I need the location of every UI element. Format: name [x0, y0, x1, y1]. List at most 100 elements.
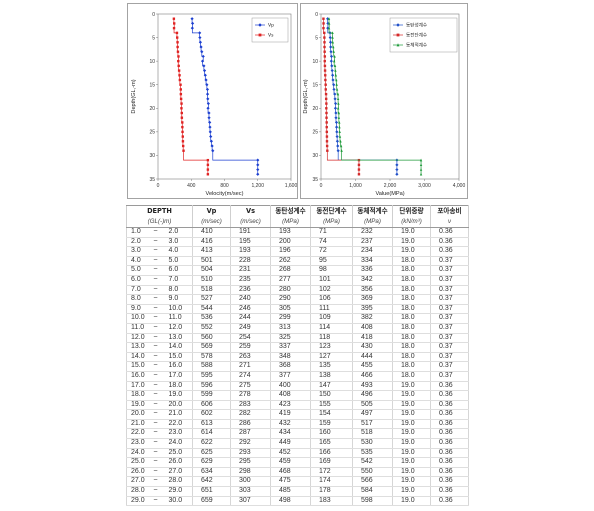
cell-depth-to: 22.0 — [162, 419, 193, 430]
cell-depth-to: 25.0 — [162, 448, 193, 459]
series-1-data-point — [357, 173, 361, 176]
x-tick-label: 1,200 — [251, 183, 264, 189]
cell-depth-to: 8.0 — [162, 285, 193, 296]
cell-depth-from: 20.0 — [126, 409, 149, 420]
cell-vs: 240 — [230, 294, 271, 305]
x-tick-label: 400 — [187, 183, 196, 189]
cell-depth-to: 6.0 — [162, 265, 193, 276]
series-2-data-point — [336, 97, 340, 101]
series-1-data-point — [324, 88, 327, 91]
series-0-data-point — [256, 163, 260, 167]
series-2-data-point — [335, 78, 338, 82]
cell-unit-weight: 19.0 — [392, 428, 431, 440]
cell-vp: 569 — [192, 342, 231, 353]
cell-depth-tilde: ~ — [148, 390, 163, 401]
cell-depth-tilde: ~ — [148, 275, 163, 286]
legend-label: 동전단계수 — [406, 32, 427, 39]
cell-vp: 536 — [192, 313, 231, 324]
cell-dynamic-bulk-modulus: 496 — [352, 390, 393, 401]
series-2-data-point — [419, 168, 423, 171]
y-tick-label: 15 — [149, 83, 155, 89]
cell-vs: 236 — [230, 285, 271, 296]
series-2-data-point — [337, 116, 341, 119]
cell-poisson-ratio: 0.36 — [430, 246, 469, 257]
series-2-data-point — [333, 54, 336, 58]
series-2-data-point — [339, 144, 343, 148]
y-tick-label: 0 — [152, 12, 155, 18]
series-1-data-point — [324, 83, 327, 86]
table-row: 10.0 ~11.0 536 244 299 109 382 18.0 0.37 — [126, 313, 469, 324]
series-0-data-point — [207, 116, 211, 120]
series-1-data-point — [176, 41, 179, 44]
cell-vp: 595 — [192, 371, 231, 382]
x-axis-label: Velocity(m/sec) — [206, 191, 244, 197]
cell-poisson-ratio: 0.37 — [430, 304, 469, 315]
cell-dynamic-shear-modulus: 101 — [310, 275, 353, 286]
series-1-data-point — [322, 22, 325, 25]
cell-depth-tilde: ~ — [148, 467, 163, 478]
series-1-data-point — [325, 125, 328, 129]
series-1-data-point — [172, 17, 176, 20]
y-tick-label: 30 — [312, 153, 318, 159]
table-row: 28.0 ~29.0 651 303 485 178 584 19.0 0.36 — [126, 486, 469, 497]
cell-depth-from: 9.0 — [126, 304, 149, 315]
cell-vs: 271 — [230, 361, 271, 372]
y-tick-label: 25 — [312, 130, 318, 136]
cell-vs: 195 — [230, 237, 271, 248]
series-1-data-point — [206, 158, 210, 162]
cell-depth-from: 19.0 — [126, 400, 149, 411]
cell-depth-from: 5.0 — [126, 265, 149, 276]
cell-depth-from: 4.0 — [126, 256, 149, 267]
cell-vs: 307 — [230, 496, 271, 507]
y-tick-label: 15 — [312, 83, 318, 89]
table-row: 5.0 ~6.0 504 231 268 98 336 18.0 0.37 — [126, 265, 469, 276]
series-0-data-point — [209, 134, 213, 139]
table-row: 8.0 ~9.0 527 240 290 106 369 18.0 0.37 — [126, 294, 469, 305]
series-1-data-point — [181, 121, 184, 124]
cell-vp: 527 — [192, 294, 231, 305]
cell-vs: 292 — [230, 438, 271, 449]
cell-poisson-ratio: 0.36 — [430, 486, 469, 497]
y-tick-label: 25 — [149, 130, 155, 136]
series-1-data-point — [324, 78, 327, 82]
cell-depth-to: 15.0 — [162, 352, 193, 363]
unit-vs: (m/sec) — [230, 217, 271, 228]
velocity-chart-svg: 0 400 800 1,200 1,600 0 5 10 15 20 25 30 35 Velocity(… — [131, 12, 297, 197]
series-2-data-point — [334, 73, 338, 77]
table-row: 21.0 ~22.0 613 286 432 159 517 19.0 0.36 — [126, 419, 469, 430]
cell-depth-to: 7.0 — [162, 275, 193, 286]
cell-depth-from: 16.0 — [126, 371, 149, 382]
series-2-data-point — [336, 92, 340, 96]
series-0-data-point — [336, 144, 340, 148]
series-2-data-point — [338, 125, 341, 129]
cell-depth-from: 3.0 — [126, 246, 149, 257]
cell-depth-tilde: ~ — [148, 457, 163, 468]
cell-vs: 286 — [230, 419, 271, 430]
table-row: 1.0 ~2.0 410 191 193 71 232 19.0 0.36 — [126, 227, 469, 238]
series-0-data-point — [334, 116, 338, 120]
cell-vs: 231 — [230, 265, 271, 276]
series-0-data-point — [190, 21, 195, 26]
cell-vs: 263 — [230, 352, 271, 363]
cell-depth-to: 26.0 — [162, 457, 193, 468]
cell-depth-from: 13.0 — [126, 342, 149, 353]
cell-dynamic-bulk-modulus: 550 — [352, 467, 393, 478]
legend-label: 동탄성계수 — [406, 22, 427, 29]
cell-vs: 228 — [230, 256, 271, 267]
series-1-data-point — [324, 74, 327, 77]
x-tick-label: 3,000 — [418, 183, 431, 189]
cell-vp: 629 — [192, 457, 231, 468]
series-1-data-point — [181, 144, 185, 148]
series-1-data-point — [326, 149, 329, 152]
series-2-data-point — [333, 64, 337, 68]
cell-dynamic-shear-modulus: 135 — [310, 361, 353, 372]
unit-dynamic-elastic-modulus: (MPa) — [270, 217, 311, 228]
cell-depth-from: 23.0 — [126, 438, 149, 449]
legend-label: Vs — [268, 33, 274, 39]
unit-dynamic-bulk-modulus: (MPa) — [352, 217, 393, 228]
cell-poisson-ratio: 0.37 — [430, 352, 469, 363]
series-1-data-point — [325, 121, 328, 124]
cell-dynamic-shear-modulus: 155 — [310, 400, 353, 411]
legend-marker — [396, 43, 400, 47]
cell-vp: 578 — [192, 352, 231, 363]
